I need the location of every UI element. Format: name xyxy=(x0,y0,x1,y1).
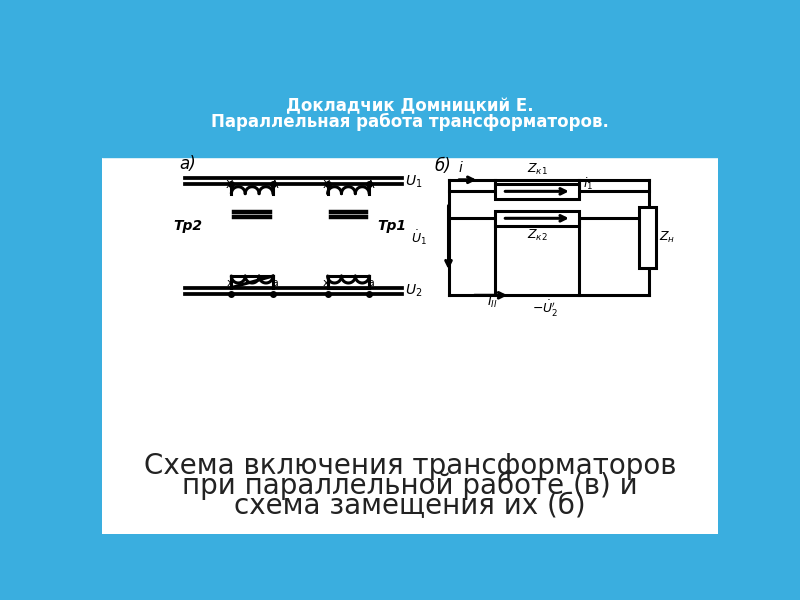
Text: б): б) xyxy=(434,157,451,175)
Text: $Z_н$: $Z_н$ xyxy=(659,230,676,245)
Text: X: X xyxy=(322,180,330,190)
Text: Тр1: Тр1 xyxy=(378,219,406,233)
Text: a: a xyxy=(367,278,374,289)
Bar xyxy=(102,157,718,534)
Text: Докладчик Домницкий Е.: Докладчик Домницкий Е. xyxy=(286,98,534,116)
Text: $i_1$: $i_1$ xyxy=(583,175,594,191)
Text: $\dot{U}_1$: $\dot{U}_1$ xyxy=(411,228,427,247)
Text: при параллельной работе (в) и: при параллельной работе (в) и xyxy=(182,472,638,500)
Text: x: x xyxy=(322,278,330,289)
Text: x: x xyxy=(226,278,233,289)
Text: $i$: $i$ xyxy=(458,160,463,175)
Text: Тр2: Тр2 xyxy=(174,219,202,233)
Text: $-\dot{U}_2'$: $-\dot{U}_2'$ xyxy=(531,299,558,319)
Bar xyxy=(494,211,579,226)
Text: а): а) xyxy=(179,155,196,173)
Text: схема замещения их (б): схема замещения их (б) xyxy=(234,492,586,520)
Bar xyxy=(494,184,579,199)
Text: Параллельная работа трансформаторов.: Параллельная работа трансформаторов. xyxy=(211,113,609,131)
Text: A: A xyxy=(367,180,374,190)
Bar xyxy=(163,241,664,449)
Text: $Z_{к2}$: $Z_{к2}$ xyxy=(526,227,547,242)
Text: X: X xyxy=(226,180,234,190)
Bar xyxy=(638,207,656,268)
Bar xyxy=(102,72,718,157)
Text: $I_{II}$: $I_{II}$ xyxy=(487,295,498,310)
Text: $Z_{к1}$: $Z_{к1}$ xyxy=(526,163,547,178)
Text: $U_1$: $U_1$ xyxy=(405,173,422,190)
Text: Схема включения трансформаторов: Схема включения трансформаторов xyxy=(144,452,676,480)
Text: a: a xyxy=(271,278,278,289)
Text: $U_2$: $U_2$ xyxy=(405,283,422,299)
Text: A: A xyxy=(270,180,278,190)
